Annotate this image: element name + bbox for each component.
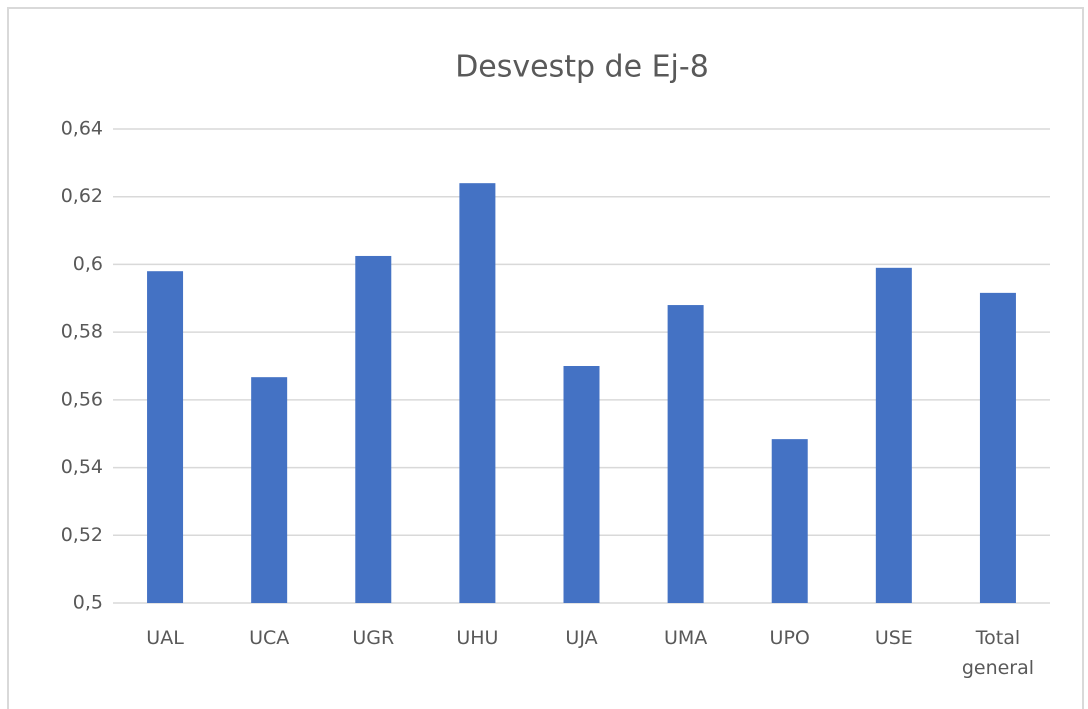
x-tick-label: UHU (456, 627, 499, 649)
y-tick-label: 0,6 (73, 253, 103, 275)
y-tick-label: 0,62 (61, 185, 103, 207)
bar (875, 267, 912, 603)
y-tick-label: 0,58 (61, 321, 103, 343)
y-tick-label: 0,52 (61, 524, 103, 546)
y-tick-label: 0,56 (61, 388, 103, 410)
bar (355, 255, 392, 603)
y-tick-label: 0,54 (61, 456, 103, 478)
x-tick-label: UPO (769, 627, 810, 649)
x-tick-label: UJA (565, 627, 598, 649)
x-tick-label: USE (874, 627, 913, 649)
bar (979, 292, 1016, 603)
chart-border (7, 7, 1084, 709)
bar (459, 183, 496, 603)
y-tick-label: 0,64 (61, 118, 103, 140)
bar (563, 366, 600, 603)
bar (667, 305, 704, 603)
bar (771, 439, 808, 603)
x-tick-label: UCA (249, 627, 290, 649)
bar (147, 271, 184, 603)
bar (251, 377, 288, 603)
chart-title: Desvestp de Ej-8 (455, 50, 709, 85)
x-tick-label: UGR (352, 627, 395, 649)
x-tick-label: UAL (146, 627, 184, 649)
x-tick-label: UMA (663, 627, 708, 649)
y-tick-label: 0,5 (73, 592, 103, 614)
x-tick-label: Total general (961, 627, 1035, 679)
